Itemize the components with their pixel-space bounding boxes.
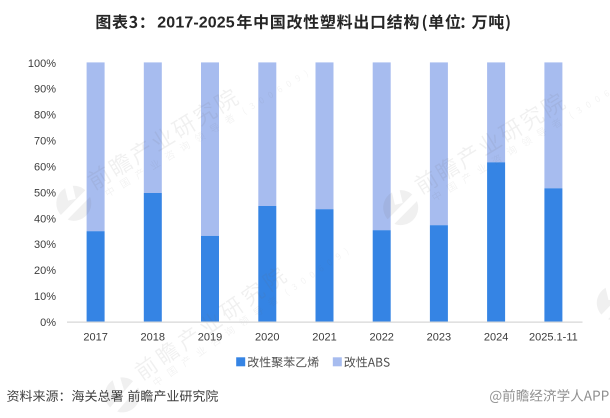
svg-text:60%: 60% xyxy=(34,162,56,174)
svg-text:40%: 40% xyxy=(34,213,56,225)
svg-text:2019: 2019 xyxy=(198,332,222,344)
svg-text:80%: 80% xyxy=(34,110,56,122)
svg-text:2018: 2018 xyxy=(141,332,165,344)
svg-text:2020: 2020 xyxy=(255,332,279,344)
svg-text:90%: 90% xyxy=(34,84,56,96)
svg-text:2021: 2021 xyxy=(312,332,336,344)
svg-text:2025.1-11: 2025.1-11 xyxy=(529,332,578,344)
svg-text:30%: 30% xyxy=(34,239,56,251)
svg-text:100%: 100% xyxy=(28,58,56,70)
svg-text:0%: 0% xyxy=(40,317,56,329)
svg-text:2017: 2017 xyxy=(83,332,107,344)
svg-text:20%: 20% xyxy=(34,265,56,277)
svg-text:70%: 70% xyxy=(34,136,56,148)
svg-text:2022: 2022 xyxy=(369,332,393,344)
svg-text:2023: 2023 xyxy=(427,332,451,344)
svg-text:2024: 2024 xyxy=(484,332,508,344)
svg-text:2017-2025: 2017-2025 xyxy=(157,14,234,31)
svg-text:50%: 50% xyxy=(34,187,56,199)
svg-text:10%: 10% xyxy=(34,291,56,303)
